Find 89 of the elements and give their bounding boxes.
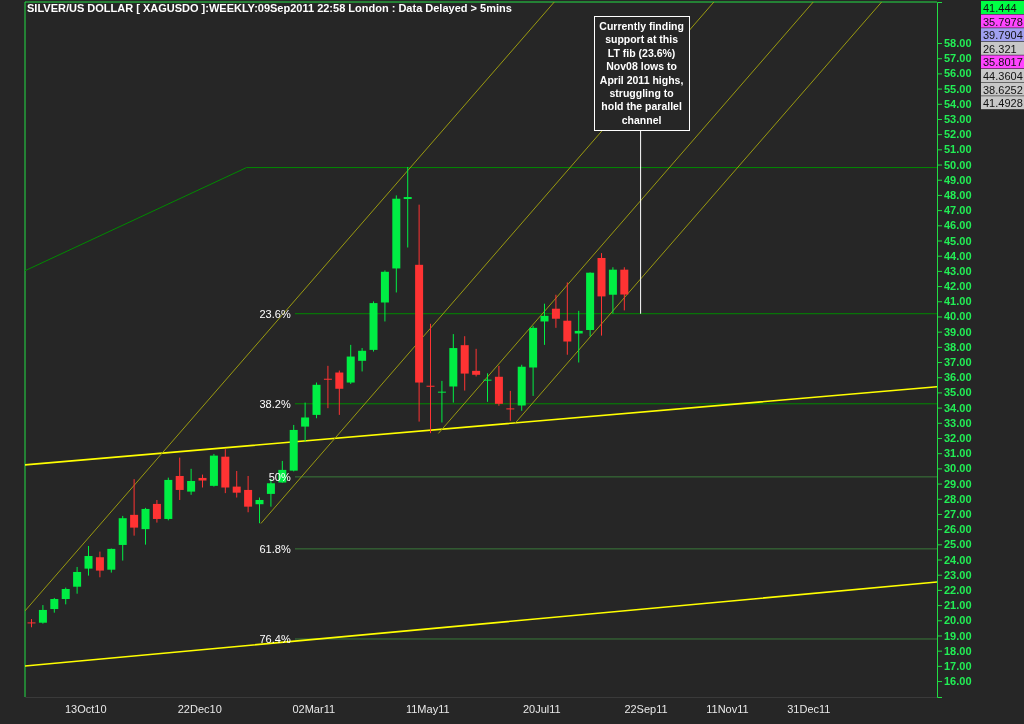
y-tick-label: 56.00	[944, 67, 972, 80]
candlestick	[152, 499, 161, 524]
candlestick	[403, 166, 412, 248]
y-tick-label: 21.00	[944, 599, 972, 612]
candlestick	[84, 545, 93, 577]
y-tick-label: 42.00	[944, 280, 972, 293]
text: 41.4928	[983, 97, 1023, 110]
y-tick-label: 51.00	[944, 143, 972, 156]
candlestick	[335, 370, 344, 416]
y-tick-label: 35.00	[944, 386, 972, 399]
y-tick-label: 38.00	[944, 340, 972, 353]
y-tick-label: 39.00	[944, 325, 972, 338]
text: 44.3604	[983, 70, 1023, 82]
y-tick-label: 53.00	[944, 112, 972, 125]
y-tick-label: 28.00	[944, 492, 972, 505]
candlestick	[73, 566, 82, 595]
candlestick	[141, 507, 150, 546]
y-tick-label: 24.00	[944, 553, 972, 566]
candlestick	[301, 402, 310, 442]
y-tick-label: 49.00	[944, 173, 972, 186]
candlestick	[472, 348, 481, 377]
y-tick-label: 16.00	[944, 675, 972, 688]
y-tick-label: 57.00	[944, 52, 972, 65]
x-tick-label: 13Oct10	[64, 702, 107, 715]
annotation: Currently finding support at this LT fib (23.6%) Nov08 lows to April 2011 highs, struggling to hold the parallel channel	[593, 16, 690, 132]
x-tick-label: 22Dec10	[177, 702, 222, 715]
text: 41.444	[983, 2, 1017, 14]
y-tick-label: 17.00	[944, 659, 972, 672]
annotation: 38.2%	[259, 397, 291, 410]
text: 35.8017	[983, 56, 1023, 69]
y-tick-label: 41.00	[944, 295, 972, 308]
y-tick-label: 40.00	[944, 310, 972, 323]
y-tick-label: 58.00	[944, 37, 972, 50]
candlestick	[437, 380, 446, 423]
candlestick	[483, 372, 492, 403]
candlestick	[551, 294, 560, 329]
y-tick-label: 29.00	[944, 477, 972, 490]
y-tick-label: 36.00	[944, 371, 972, 384]
y-tick-label: 30.00	[944, 462, 972, 475]
candlestick	[244, 475, 253, 513]
y-tick-label: 32.00	[944, 432, 972, 445]
candlestick	[107, 548, 116, 574]
annotation: 23.6%	[259, 307, 291, 320]
y-tick-label: 25.00	[944, 538, 972, 551]
y-tick-label: 19.00	[944, 629, 972, 642]
x-tick-label: 02Mar11	[292, 702, 336, 715]
y-tick-label: 47.00	[944, 204, 972, 217]
candlestick	[255, 497, 264, 524]
y-tick-label: 31.00	[944, 447, 972, 460]
text: 39.7904	[983, 29, 1023, 42]
y-tick-label: 33.00	[944, 416, 972, 429]
x-tick-label: 22Sep11	[624, 702, 668, 715]
candlestick	[175, 457, 184, 501]
x-tick-label: 11Nov11	[706, 702, 749, 715]
y-tick-label: 45.00	[944, 234, 972, 247]
y-tick-label: 54.00	[944, 97, 972, 110]
candlestick	[38, 604, 47, 625]
y-tick-label: 48.00	[944, 188, 972, 201]
y-tick-label: 27.00	[944, 507, 972, 520]
y-tick-label: 34.00	[944, 401, 972, 414]
y-tick-label: 44.00	[944, 249, 972, 262]
candlestick	[232, 470, 241, 499]
y-tick-label: 52.00	[944, 128, 972, 141]
text: 38.6252	[983, 83, 1023, 96]
candlestick	[426, 323, 435, 434]
text: 26.321	[983, 42, 1017, 55]
x-tick-label: 31Dec11	[787, 702, 831, 715]
y-tick-label: 20.00	[944, 614, 972, 627]
x-tick-label: 11May11	[405, 702, 450, 715]
y-tick-label: 46.00	[944, 219, 972, 232]
y-tick-label: 55.00	[944, 82, 972, 95]
text: 35.7978	[983, 15, 1023, 28]
candlestick	[130, 478, 139, 537]
chart-title: SILVER/US DOLLAR [ XAGUSDO ]:WEEKLY:09Sep2011 22:58 London : Data Delayed > 5mins	[27, 2, 512, 14]
annotation: 76.4%	[259, 632, 291, 645]
candlestick	[563, 281, 572, 356]
y-tick-label: 26.00	[944, 523, 972, 536]
y-tick-label: 50.00	[944, 158, 972, 171]
x-tick-label: 20Jul11	[522, 702, 561, 715]
annotation: 61.8%	[259, 542, 291, 555]
y-tick-label: 18.00	[944, 644, 972, 657]
candlestick	[323, 365, 332, 409]
candlestick	[358, 347, 367, 372]
y-tick-label: 23.00	[944, 568, 972, 581]
y-tick-label: 37.00	[944, 356, 972, 369]
y-tick-label: 43.00	[944, 264, 972, 277]
y-tick-label: 22.00	[944, 583, 972, 596]
candlestick	[95, 551, 104, 578]
candlestick	[187, 468, 196, 496]
